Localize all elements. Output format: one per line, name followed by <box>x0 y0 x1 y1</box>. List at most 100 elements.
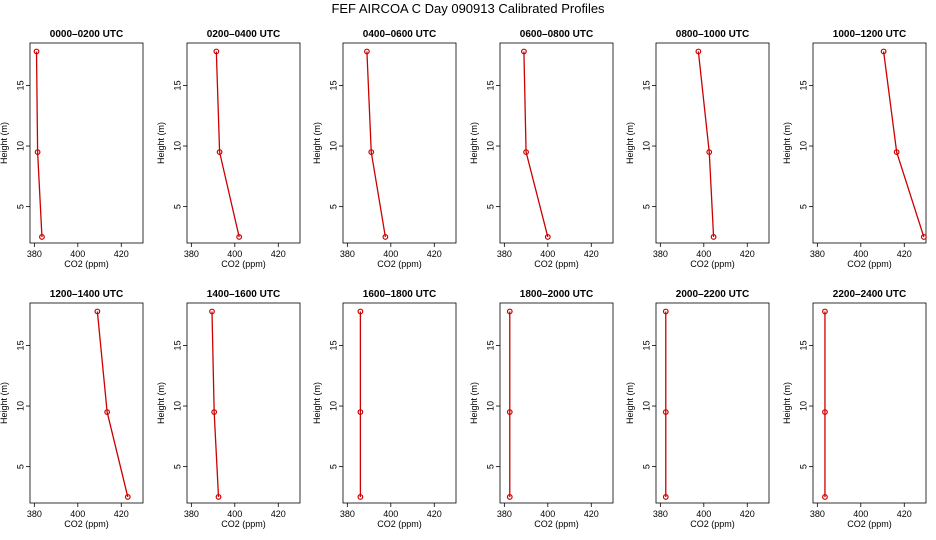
data-point <box>521 48 527 55</box>
plot-frame <box>812 42 927 244</box>
data-point <box>822 409 828 415</box>
plot-frame <box>342 302 457 504</box>
x-tick-label: 400 <box>540 509 555 519</box>
x-tick-label: 380 <box>340 249 355 259</box>
y-tick-label: 15 <box>15 340 25 350</box>
panel-10: 1800–2000 UTC 380 400 420 5 10 15 CO2 (ppm) Heig… <box>469 289 614 529</box>
y-tick-label: 10 <box>15 141 25 151</box>
data-point <box>506 409 513 415</box>
data-point <box>236 234 243 240</box>
y-tick-label: 5 <box>15 464 25 469</box>
x-tick-label: 400 <box>227 249 242 259</box>
x-axis-label: CO2 (ppm) <box>377 519 422 529</box>
y-tick-label: 5 <box>798 204 808 209</box>
panel-5: 0800–1000 UTC 380 400 420 5 10 15 CO2 (ppm) Heig… <box>625 29 770 269</box>
y-tick-label: 10 <box>798 401 808 411</box>
data-point <box>34 149 41 155</box>
profile-line <box>366 51 387 238</box>
x-tick-label: 420 <box>114 509 129 519</box>
plot-frame <box>342 42 457 244</box>
y-tick-label: 5 <box>485 204 495 209</box>
y-axis-label: Height (m) <box>312 122 322 164</box>
data-point <box>216 149 223 155</box>
y-axis-label: Height (m) <box>782 382 792 424</box>
x-tick-label: 380 <box>810 509 825 519</box>
x-axis-label: CO2 (ppm) <box>690 259 735 269</box>
profile-line <box>215 51 240 238</box>
x-axis-label: CO2 (ppm) <box>221 259 266 269</box>
y-tick-label: 15 <box>15 80 25 90</box>
y-tick-label: 5 <box>641 464 651 469</box>
panel-title: 0000–0200 UTC <box>50 29 123 40</box>
x-tick-label: 380 <box>184 249 199 259</box>
panel-7: 1200–1400 UTC 380 400 420 5 10 15 CO2 (ppm) Heig… <box>0 289 144 529</box>
plot-frame <box>655 302 770 504</box>
x-axis-label: CO2 (ppm) <box>534 259 579 269</box>
y-tick-label: 5 <box>172 464 182 469</box>
y-tick-label: 5 <box>328 464 338 469</box>
x-axis-label: CO2 (ppm) <box>847 519 892 529</box>
profile-line <box>697 51 715 237</box>
y-tick-label: 5 <box>172 204 182 209</box>
y-axis-label: Height (m) <box>782 122 792 164</box>
x-tick-label: 380 <box>340 509 355 519</box>
x-axis-label: CO2 (ppm) <box>847 259 892 269</box>
panel-3: 0400–0600 UTC 380 400 420 5 10 15 CO2 (ppm) Heig… <box>312 29 457 269</box>
data-point <box>39 234 45 240</box>
x-axis-label: CO2 (ppm) <box>534 519 579 529</box>
y-tick-label: 15 <box>485 80 495 90</box>
data-point <box>364 48 370 55</box>
y-tick-label: 10 <box>15 401 25 411</box>
data-point <box>695 48 702 55</box>
x-tick-label: 420 <box>584 509 599 519</box>
y-tick-label: 5 <box>798 464 808 469</box>
x-tick-label: 380 <box>27 249 42 259</box>
data-point <box>506 308 513 315</box>
x-axis-label: CO2 (ppm) <box>377 259 422 269</box>
data-point <box>544 234 551 240</box>
x-axis-label: CO2 (ppm) <box>690 519 735 529</box>
data-point <box>523 149 529 155</box>
y-tick-label: 10 <box>485 141 495 151</box>
panel-title: 0600–0800 UTC <box>520 29 593 40</box>
x-tick-label: 420 <box>114 249 129 259</box>
y-axis-label: Height (m) <box>0 382 9 424</box>
y-tick-label: 15 <box>641 80 651 90</box>
data-point <box>368 149 375 155</box>
profile-line <box>211 311 220 497</box>
panel-title: 2000–2200 UTC <box>676 289 749 300</box>
x-tick-label: 380 <box>810 249 825 259</box>
data-point <box>357 409 364 415</box>
profile-line <box>523 51 549 238</box>
x-tick-label: 420 <box>427 509 442 519</box>
y-axis-label: Height (m) <box>625 122 635 164</box>
y-tick-label: 15 <box>328 80 338 90</box>
x-tick-label: 380 <box>497 509 512 519</box>
y-axis-label: Height (m) <box>156 122 166 164</box>
data-point <box>822 494 828 500</box>
panel-6: 1000–1200 UTC 380 400 420 5 10 15 CO2 (ppm) Heig… <box>782 29 927 269</box>
y-axis-label: Height (m) <box>0 122 9 164</box>
x-tick-label: 380 <box>653 509 668 519</box>
x-tick-label: 380 <box>497 249 512 259</box>
plot-frame <box>655 42 770 244</box>
panel-4: 0600–0800 UTC 380 400 420 5 10 15 CO2 (ppm) Heig… <box>469 29 614 269</box>
y-tick-label: 10 <box>172 401 182 411</box>
y-axis-label: Height (m) <box>625 382 635 424</box>
data-point <box>662 494 669 500</box>
x-tick-label: 420 <box>271 249 286 259</box>
data-point <box>920 234 927 240</box>
panel-title: 1800–2000 UTC <box>520 289 593 300</box>
data-point <box>104 409 111 415</box>
y-tick-label: 5 <box>485 464 495 469</box>
panel-1: 0000–0200 UTC 380 400 420 5 10 15 CO2 (ppm) Heig… <box>0 29 144 269</box>
x-tick-label: 400 <box>540 249 555 259</box>
profile-line <box>96 311 129 498</box>
y-tick-label: 15 <box>172 340 182 350</box>
figure-title: FEF AIRCOA C Day 090913 Calibrated Profi… <box>331 1 605 16</box>
data-point <box>357 308 364 315</box>
y-tick-label: 10 <box>641 401 651 411</box>
y-tick-label: 5 <box>328 204 338 209</box>
